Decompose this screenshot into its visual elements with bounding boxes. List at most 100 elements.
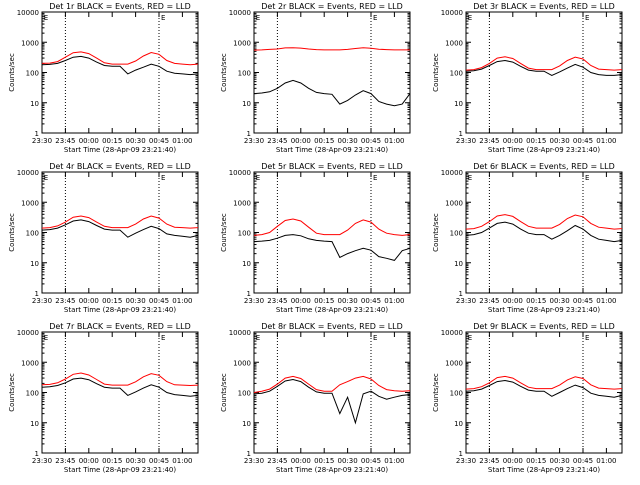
y-tick-label: 100 [26, 230, 39, 238]
marker-label: E [44, 14, 48, 22]
panel-6: Det 6r BLACK = Events, RED = LLD 1 10 100 10… [432, 162, 623, 314]
x-tick-label: 00:15 [526, 137, 546, 145]
y-tick-label: 1000 [233, 359, 251, 367]
x-axis-label: Start Time (28-Apr-09 23:21:40) [488, 306, 600, 314]
marker-label: E [256, 334, 260, 342]
marker-label: E [585, 334, 589, 342]
marker-label: E [585, 14, 589, 22]
x-tick-label: 23:30 [32, 137, 52, 145]
x-tick-label: 23:45 [479, 297, 499, 305]
y-axis-label: Counts/sec [432, 53, 440, 92]
y-tick-label: 1000 [445, 359, 463, 367]
y-tick-label: 1000 [233, 39, 251, 47]
x-axis-label: Start Time (28-Apr-09 23:21:40) [276, 466, 388, 474]
panel-title: Det 8r BLACK = Events, RED = LLD [261, 322, 403, 331]
x-tick-label: 00:30 [550, 297, 570, 305]
x-tick-label: 00:00 [291, 137, 311, 145]
y-tick-label: 1000 [21, 39, 39, 47]
x-tick-label: 00:15 [102, 297, 122, 305]
x-tick-label: 00:15 [102, 457, 122, 465]
y-tick-label: 10 [30, 420, 39, 428]
y-tick-label: 100 [238, 230, 251, 238]
series-events-line [465, 379, 623, 398]
y-axis-label: Counts/sec [432, 213, 440, 252]
panel-title: Det 9r BLACK = Events, RED = LLD [473, 322, 615, 331]
series-lld-line [465, 375, 623, 390]
y-tick-label: 1 [35, 290, 39, 298]
marker-label: E [256, 14, 260, 22]
panel-9: Det 9r BLACK = Events, RED = LLD 1 10 100 10… [432, 322, 623, 474]
series-events-line [465, 221, 623, 243]
y-tick-label: 1 [35, 130, 39, 138]
y-axis-label: Counts/sec [220, 53, 228, 92]
y-axis-label: Counts/sec [8, 53, 16, 92]
x-tick-label: 00:15 [314, 137, 334, 145]
marker-label: E [256, 174, 260, 182]
marker-label: E [44, 334, 48, 342]
marker-label: E [373, 174, 377, 182]
y-tick-label: 10000 [441, 9, 463, 17]
series-events-line [253, 234, 411, 261]
y-tick-label: 1 [247, 450, 251, 458]
panel-7: Det 7r BLACK = Events, RED = LLD 1 10 100 10… [8, 322, 199, 474]
series-lld-line [253, 218, 411, 236]
y-tick-label: 10 [242, 260, 251, 268]
y-tick-label: 10000 [441, 169, 463, 177]
y-tick-label: 100 [238, 70, 251, 78]
series-lld-line [465, 56, 623, 71]
marker-label: E [373, 334, 377, 342]
x-tick-label: 00:45 [149, 297, 169, 305]
y-tick-label: 10 [454, 260, 463, 268]
x-tick-label: 23:30 [244, 137, 264, 145]
series-lld-line [41, 372, 199, 387]
x-tick-label: 00:15 [314, 457, 334, 465]
y-tick-label: 100 [26, 70, 39, 78]
series-events-line [253, 378, 411, 425]
y-tick-label: 100 [450, 70, 463, 78]
x-tick-label: 00:30 [338, 137, 358, 145]
x-tick-label: 00:30 [126, 297, 146, 305]
y-tick-label: 1 [459, 450, 463, 458]
panel-5: Det 5r BLACK = Events, RED = LLD 1 10 100 10… [220, 162, 411, 314]
marker-label: E [161, 14, 165, 22]
x-tick-label: 23:30 [456, 297, 476, 305]
panel-title: Det 7r BLACK = Events, RED = LLD [49, 322, 191, 331]
y-tick-label: 100 [450, 390, 463, 398]
x-axis-label: Start Time (28-Apr-09 23:21:40) [64, 466, 176, 474]
marker-label: E [468, 334, 472, 342]
y-tick-label: 1 [459, 290, 463, 298]
series-lld-line [41, 215, 199, 229]
x-tick-label: 23:30 [244, 457, 264, 465]
panel-2: Det 2r BLACK = Events, RED = LLD 1 10 100 10… [220, 2, 411, 154]
panel-title: Det 2r BLACK = Events, RED = LLD [261, 2, 403, 11]
y-tick-label: 1 [35, 450, 39, 458]
x-tick-label: 00:45 [573, 297, 593, 305]
panel-4: Det 4r BLACK = Events, RED = LLD 1 10 100 10… [8, 162, 199, 314]
x-tick-label: 00:00 [79, 457, 99, 465]
x-tick-label: 23:30 [244, 297, 264, 305]
x-tick-label: 23:30 [32, 457, 52, 465]
x-tick-label: 23:45 [267, 137, 287, 145]
y-tick-label: 1 [247, 130, 251, 138]
x-tick-label: 00:00 [503, 137, 523, 145]
x-tick-label: 00:30 [126, 457, 146, 465]
y-tick-label: 10000 [441, 329, 463, 337]
series-events-line [41, 219, 199, 238]
x-tick-label: 23:45 [479, 457, 499, 465]
x-tick-label: 00:15 [526, 297, 546, 305]
x-tick-label: 00:30 [126, 137, 146, 145]
x-tick-label: 00:15 [314, 297, 334, 305]
x-tick-label: 00:00 [291, 457, 311, 465]
x-axis-label: Start Time (28-Apr-09 23:21:40) [64, 306, 176, 314]
y-axis-label: Counts/sec [432, 373, 440, 412]
x-tick-label: 00:30 [338, 297, 358, 305]
x-axis-label: Start Time (28-Apr-09 23:21:40) [64, 146, 176, 154]
y-tick-label: 1 [459, 130, 463, 138]
y-tick-label: 10 [30, 100, 39, 108]
y-tick-label: 10 [242, 420, 251, 428]
y-tick-label: 10 [454, 100, 463, 108]
x-tick-label: 01:00 [384, 457, 404, 465]
y-tick-label: 10000 [229, 9, 251, 17]
x-tick-label: 00:15 [526, 457, 546, 465]
